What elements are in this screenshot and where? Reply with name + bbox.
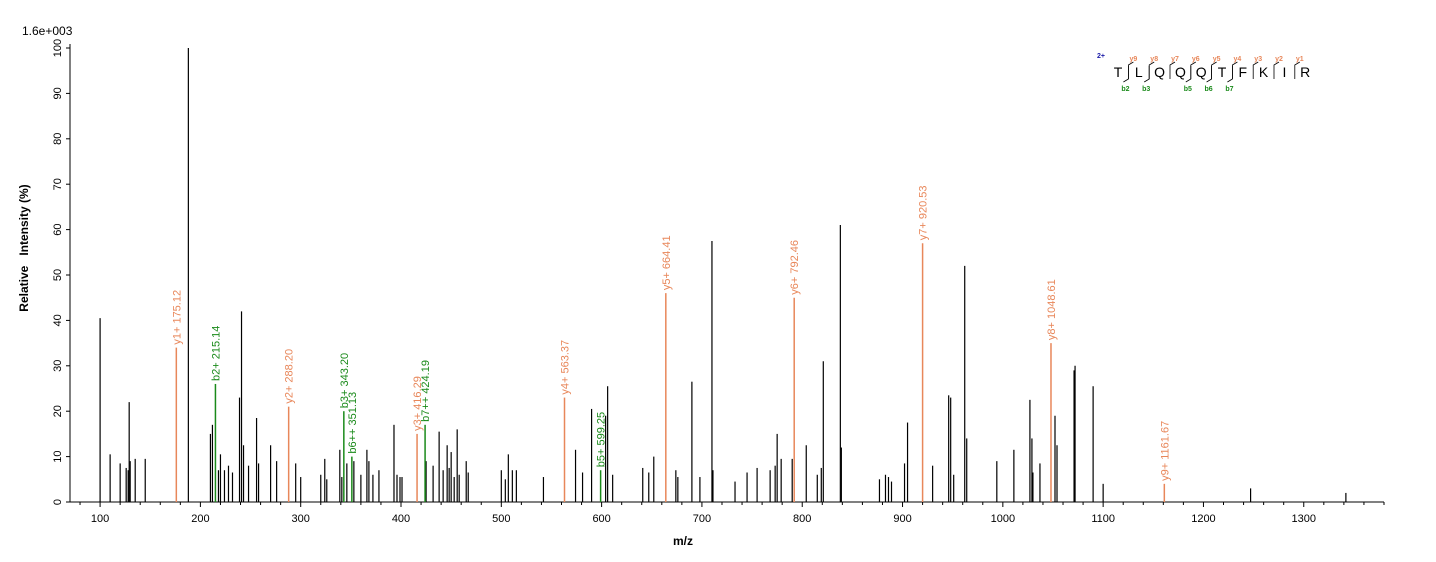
intensity-scale-label: 1.6e+003 [22, 24, 73, 38]
x-tick-label: 600 [592, 513, 610, 525]
axes: 0 10 20 30 40 50 60 70 80 90 100 100 200 300 400 500 600… [52, 39, 1385, 525]
y-tick-label: 40 [52, 314, 64, 326]
peak-label: y6+ 792.46 [789, 240, 801, 295]
annotated-peaks: y1+ 175.12 b2+ 215.14 y2+ 288.20 b3+ 343.20… [171, 185, 1171, 502]
y-ion-bracket [1211, 61, 1217, 79]
y-ion-bracket [1128, 61, 1134, 79]
y-ion-marker: y3 [1254, 56, 1262, 63]
y-ion-marker: y2 [1275, 56, 1283, 63]
x-tick-label: 500 [492, 513, 510, 525]
x-tick-label: 1100 [1091, 513, 1115, 525]
y-ion-bracket [1232, 61, 1238, 79]
y-ion-marker: y7 [1171, 56, 1179, 63]
sequence-residue: K [1259, 64, 1269, 80]
y-tick-label: 50 [52, 269, 64, 281]
y-ion-bracket [1273, 61, 1280, 79]
peak-label: y4+ 563.37 [560, 340, 572, 395]
peak-label: y8+ 1048.61 [1046, 279, 1058, 340]
sequence-residue: Q [1154, 64, 1165, 80]
y-tick-label: 30 [52, 360, 64, 372]
sequence-residue: T [1114, 64, 1123, 80]
y-tick-label: 10 [52, 450, 64, 462]
y-ion-marker: y6 [1192, 56, 1200, 63]
y-tick-label: 90 [52, 87, 64, 99]
x-tick-label: 200 [191, 513, 209, 525]
x-tick-label: 300 [292, 513, 310, 525]
peak-label: y2+ 288.20 [284, 349, 296, 404]
y-ion-bracket [1169, 61, 1176, 79]
sequence-residue: T [1218, 64, 1227, 80]
sequence-residue: F [1239, 64, 1248, 80]
b-ion-bracket [1143, 66, 1150, 83]
peak-label: y1+ 175.12 [171, 290, 183, 345]
peaks [99, 48, 1347, 502]
sequence-residue: R [1300, 64, 1310, 80]
b-ion-marker: b7 [1225, 86, 1233, 93]
x-tick-label: 1300 [1292, 513, 1316, 525]
sequence-residue: Q [1175, 64, 1186, 80]
b-ion-bracket [1227, 66, 1233, 83]
y-ion-bracket [1294, 61, 1301, 79]
x-tick-label: 1200 [1191, 513, 1215, 525]
charge-state-label: 2+ [1097, 53, 1105, 60]
b-ion-bracket [1123, 66, 1129, 83]
peak-label: y3+ 416.29 [412, 376, 424, 431]
y-ion-marker: y5 [1213, 56, 1221, 63]
y-ion-marker: y1 [1296, 56, 1304, 63]
y-tick-label: 0 [52, 499, 64, 505]
y-tick-label: 70 [52, 178, 64, 190]
x-tick-label: 100 [91, 513, 109, 525]
y-ion-bracket [1252, 61, 1259, 79]
peak-label: y7+ 920.53 [918, 185, 930, 240]
peak-label: y9+ 1161.67 [1159, 421, 1171, 481]
peak-label: y5+ 664.41 [661, 235, 673, 290]
x-axis-title: m/z [673, 534, 693, 548]
y-tick-label: 20 [52, 405, 64, 417]
peak-label: b3+ 343.20 [339, 353, 351, 408]
b-ion-marker: b3 [1142, 86, 1150, 93]
y-ion-marker: y4 [1234, 56, 1242, 63]
b-ion-marker: b5 [1184, 86, 1192, 93]
sequence-residue: I [1282, 64, 1286, 80]
x-tick-label: 1000 [991, 513, 1015, 525]
x-tick-label: 400 [392, 513, 410, 525]
y-ion-marker: y8 [1150, 56, 1158, 63]
peak-label: b5+ 599.25 [596, 412, 608, 467]
y-ion-marker: y9 [1130, 56, 1138, 63]
peak-label: b6++ 351.13 [347, 392, 359, 454]
b-ion-marker: b2 [1121, 86, 1129, 93]
sequence-residue: Q [1196, 64, 1207, 80]
x-tick-label: 800 [793, 513, 811, 525]
b-ion-bracket [1185, 66, 1192, 83]
sequence-residue: L [1135, 64, 1143, 80]
y-axis-title: Relative Intensity (%) [17, 184, 31, 311]
y-tick-label: 80 [52, 133, 64, 145]
x-tick-label: 900 [893, 513, 911, 525]
peak-label: b2+ 215.14 [210, 326, 222, 381]
b-ion-marker: b6 [1205, 86, 1213, 93]
x-tick-label: 700 [693, 513, 711, 525]
y-tick-label: 100 [52, 39, 64, 57]
peak-label: b7++ 424.19 [420, 360, 432, 422]
b-ion-bracket [1206, 66, 1212, 83]
y-tick-label: 60 [52, 223, 64, 235]
